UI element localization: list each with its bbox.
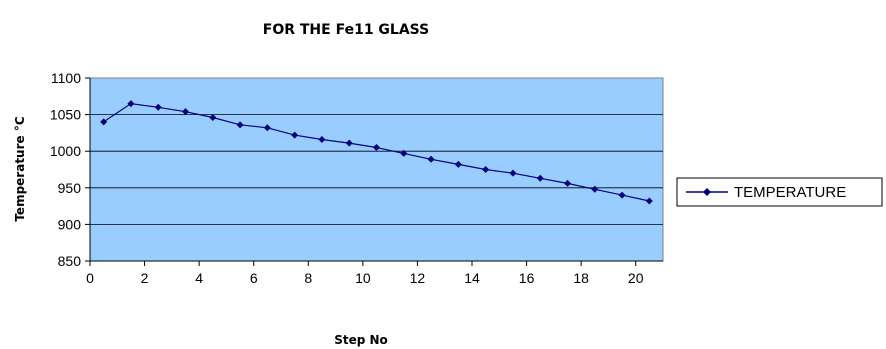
y-tick-label: 1050: [50, 107, 81, 123]
data-point: [509, 169, 517, 177]
data-point: [427, 155, 435, 163]
x-tick-label: 14: [464, 270, 480, 286]
data-point: [127, 100, 135, 108]
x-axis-label: Step No: [334, 333, 388, 347]
data-point: [154, 103, 162, 111]
legend-entry-temperature: TEMPERATURE: [734, 184, 846, 201]
data-point: [263, 124, 271, 132]
legend-marker-swatch: [703, 188, 711, 196]
legend: TEMPERATURE: [676, 177, 883, 207]
x-tick-label: 20: [628, 270, 644, 286]
data-point: [373, 144, 380, 152]
x-tick-label: 0: [86, 270, 94, 286]
data-point: [400, 149, 408, 157]
data-point: [482, 166, 490, 173]
plot-area: [89, 77, 664, 262]
data-point: [318, 135, 326, 143]
y-tick-label: 1000: [50, 143, 81, 159]
data-point: [645, 197, 653, 205]
x-tick-label: 10: [355, 270, 371, 286]
data-point: [591, 185, 599, 193]
y-axis-ticks: 850 900 950 1000 1050 1100: [50, 70, 90, 269]
data-point: [291, 131, 299, 139]
data-point: [209, 114, 217, 122]
x-tick-label: 4: [195, 270, 203, 286]
y-axis-label: Temperature °C: [13, 116, 27, 221]
data-point: [236, 121, 244, 129]
series-temperature: [100, 100, 653, 205]
y-tick-label: 950: [58, 180, 82, 196]
x-tick-label: 8: [304, 270, 312, 286]
x-tick-label: 18: [573, 270, 589, 286]
chart-title: FOR THE Fe11 GLASS: [263, 22, 429, 38]
x-tick-label: 12: [410, 270, 426, 286]
x-tick-label: 2: [141, 270, 149, 286]
y-tick-label: 850: [58, 253, 82, 269]
data-point: [345, 139, 353, 147]
data-point: [564, 179, 571, 187]
data-point: [536, 174, 544, 182]
x-axis-ticks: 0 2 4 6 8 10 12 14 16 18 20: [86, 261, 644, 286]
y-tick-label: 900: [58, 216, 82, 232]
data-point: [100, 118, 108, 126]
y-tick-label: 1100: [51, 70, 81, 86]
x-tick-label: 16: [519, 270, 535, 286]
data-point: [618, 191, 626, 199]
x-tick-label: 6: [250, 270, 258, 286]
data-point: [182, 108, 189, 116]
data-point: [454, 160, 462, 168]
